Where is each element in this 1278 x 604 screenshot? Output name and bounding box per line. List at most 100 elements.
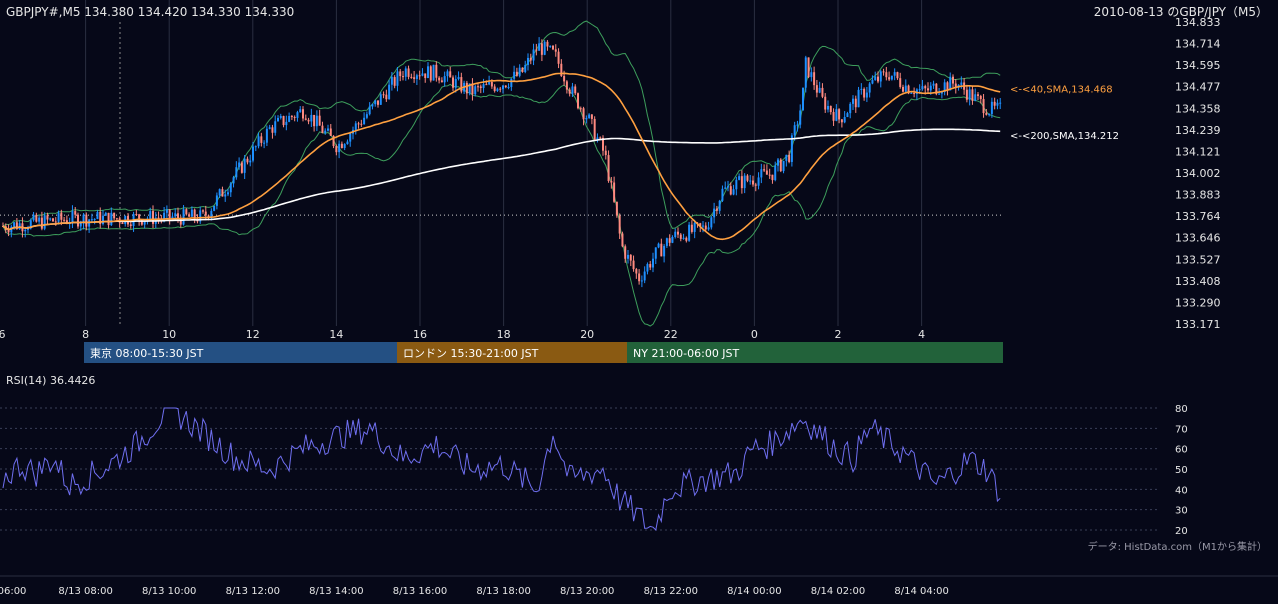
candle-body [807, 57, 810, 78]
candle-body [879, 71, 882, 82]
candle-body [440, 80, 443, 83]
candle-body [263, 142, 266, 144]
candle-body [546, 41, 549, 47]
candle-body [307, 119, 310, 122]
candle-body [565, 81, 568, 90]
bollinger-bands [2, 20, 1001, 327]
candle-body [760, 169, 763, 178]
candle-body [729, 186, 732, 195]
time-tick-label: 8/13 16:00 [393, 586, 447, 597]
candle-body [743, 175, 746, 189]
hour-tick-label: 16 [413, 328, 427, 341]
candle-body [504, 85, 507, 88]
candle-body [485, 84, 488, 86]
candle-body [379, 94, 382, 105]
price-tick-label: 133.764 [1175, 210, 1221, 223]
candle-body [15, 222, 18, 229]
candle-body [757, 177, 760, 186]
candle-body [477, 86, 479, 88]
candle-body [443, 76, 446, 83]
time-tick-label: 06:00 [0, 586, 26, 597]
time-tick-label: 8/14 04:00 [894, 586, 948, 597]
candle-body [268, 127, 271, 129]
candle-body [310, 114, 313, 122]
time-tick-label: 8/13 10:00 [142, 586, 196, 597]
candle-body [846, 113, 849, 118]
candle-body [260, 136, 263, 143]
candle-body [38, 217, 41, 222]
candle-body [971, 89, 974, 101]
candle-body [513, 71, 516, 79]
candle-body [540, 43, 543, 55]
candle-body [860, 88, 863, 90]
candle-body [321, 125, 324, 133]
symbol-ohlc: GBPJPY#,M5 134.380 134.420 134.330 134.3… [6, 5, 294, 19]
price-tick-label: 134.358 [1175, 102, 1221, 115]
time-tick-label: 8/13 12:00 [226, 586, 280, 597]
candle-body [385, 94, 388, 100]
candle-body [557, 51, 560, 64]
candle-body [968, 89, 971, 100]
candle-body [527, 57, 529, 65]
candle-body [518, 67, 521, 76]
candle-body [304, 118, 307, 120]
candle-body [193, 209, 196, 219]
candle-body [590, 114, 593, 119]
sma40-label: <-<40,SMA,134.468 [1010, 84, 1113, 95]
candle-body [235, 167, 238, 178]
candle-body [838, 109, 841, 120]
candle-body [621, 233, 624, 247]
candle-body [893, 72, 896, 76]
candle-body [393, 77, 396, 86]
candle-body [227, 192, 229, 195]
candle-body [852, 98, 854, 104]
sma200-line [2, 128, 1001, 231]
candle-body [482, 84, 485, 88]
rsi-label: RSI(14) 36.4426 [6, 374, 95, 387]
candle-body [302, 109, 304, 119]
sma200-label: <-<200,SMA,134.212 [1010, 131, 1119, 142]
candle-body [340, 143, 343, 148]
candle-body [502, 85, 504, 90]
candle-body [374, 100, 377, 105]
candle-body [265, 128, 268, 143]
candle-body [746, 175, 749, 181]
candle-body [213, 205, 216, 211]
candle-body [271, 127, 274, 133]
candle-body [32, 214, 35, 221]
candle-body [240, 162, 243, 173]
candle-body [774, 165, 777, 181]
candle-body [749, 180, 752, 182]
candle-body [410, 76, 413, 78]
price-tick-label: 134.239 [1175, 124, 1221, 137]
candle-body [185, 209, 188, 215]
candle-body [543, 41, 546, 55]
candle-body [721, 188, 724, 201]
time-tick-label: 8/13 08:00 [58, 586, 112, 597]
candle-body [324, 130, 327, 133]
candle-body [777, 159, 779, 166]
candle-body [549, 45, 552, 47]
candle-body [471, 83, 474, 95]
candle-body [979, 95, 982, 100]
candle-body [254, 146, 257, 148]
candle-body [657, 243, 660, 248]
sma-layer: <-<40,SMA,134.468 <-<200,SMA,134.212 [2, 72, 1119, 241]
candle-body [727, 186, 729, 188]
rsi-tick-label: 70 [1175, 424, 1188, 435]
candle-body [668, 238, 671, 243]
candle-body [652, 258, 654, 268]
bollinger-lower [2, 83, 1001, 327]
hour-tick-label: 4 [918, 328, 925, 341]
candle-body [327, 128, 329, 131]
candle-body [943, 82, 946, 93]
price-tick-label: 134.002 [1175, 167, 1221, 180]
candle-body [985, 113, 988, 115]
price-tick-label: 133.883 [1175, 189, 1221, 202]
candle-body [65, 220, 68, 224]
candle-body [90, 219, 93, 221]
time-tick-label: 8/13 20:00 [560, 586, 614, 597]
candle-body [529, 57, 532, 61]
candle-body [554, 49, 557, 52]
candle-body [990, 101, 993, 114]
